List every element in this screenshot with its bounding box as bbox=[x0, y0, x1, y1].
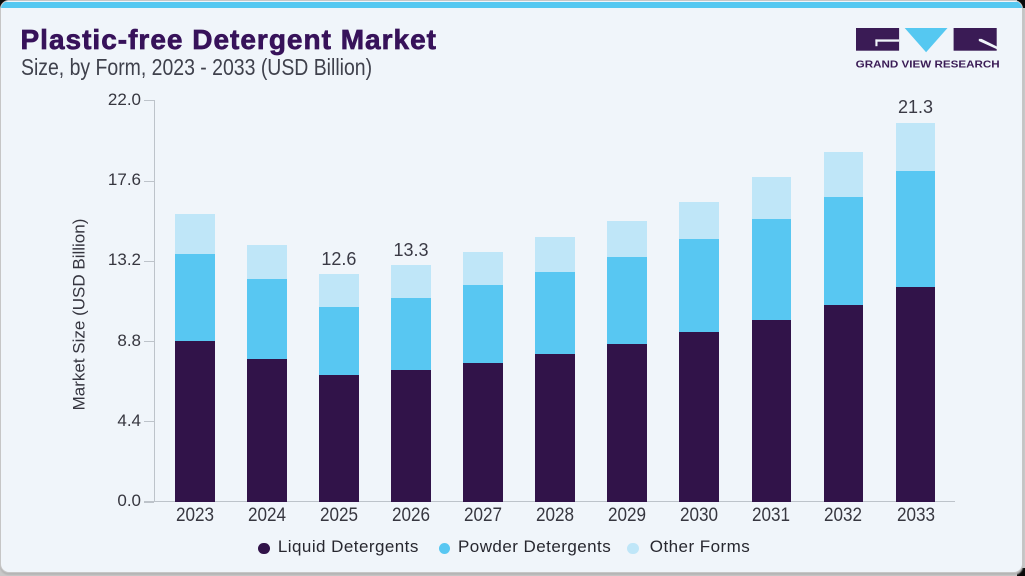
svg-text:GRAND VIEW RESEARCH: GRAND VIEW RESEARCH bbox=[856, 60, 1000, 71]
